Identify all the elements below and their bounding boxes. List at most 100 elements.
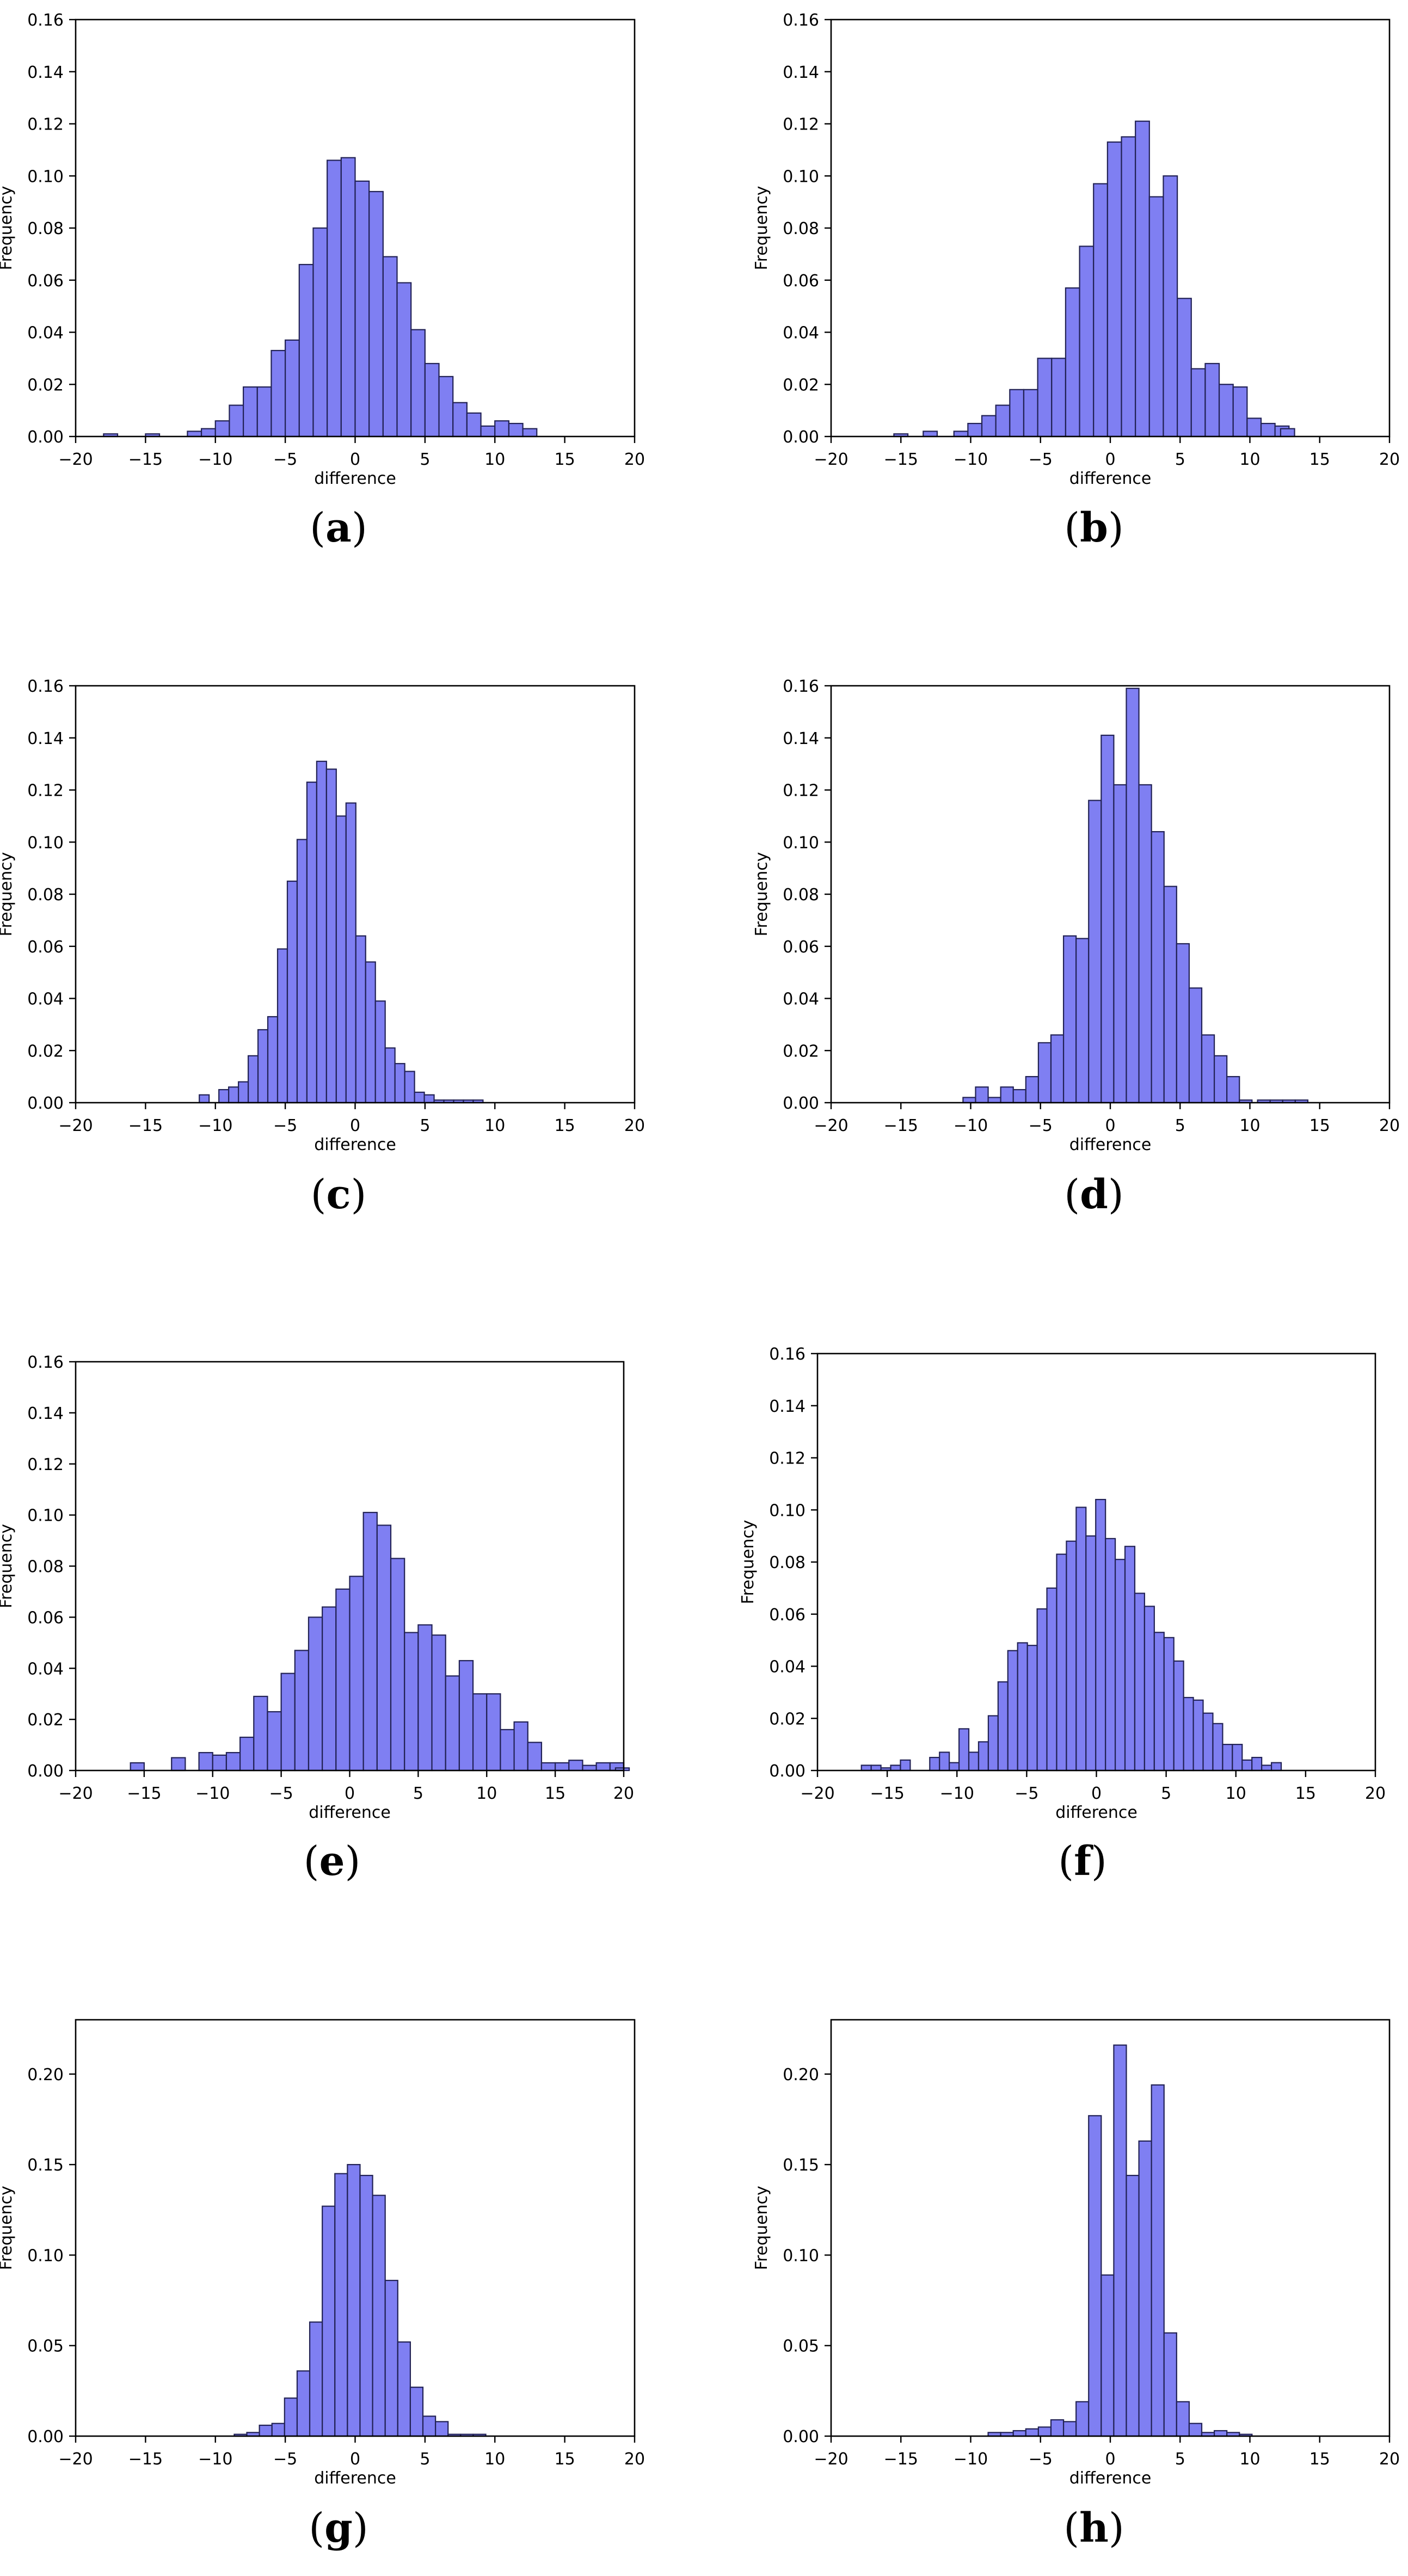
y-tick-label: 0.12 [769,1449,806,1468]
y-tick-label: 0.16 [769,1345,806,1364]
histogram-bar [1007,1650,1018,1772]
y-tick-label: 0.10 [27,1507,64,1526]
x-tick-label: 0 [350,450,360,469]
y-axis-label: Frequency [752,852,771,937]
x-tick-label: 5 [1175,1116,1185,1135]
histogram-bar [1075,2401,1090,2437]
y-tick-label: 0.12 [27,782,64,801]
y-tick-label: 0.10 [27,833,64,852]
x-tick-label: 10 [1239,1116,1260,1135]
panel-caption: (e) [304,1838,361,1885]
histogram-bar [325,769,337,1104]
x-tick-label: 5 [1175,2450,1185,2469]
y-tick-label: 0.14 [783,63,819,82]
x-tick-label: 5 [420,2450,430,2469]
x-tick-label: 5 [1161,1784,1171,1803]
y-tick-label: 0.12 [783,115,819,134]
histogram-bar [1143,1606,1155,1772]
histogram-bar [376,1524,392,1772]
histogram-bar [1251,1756,1263,1772]
y-axis-label: Frequency [0,186,16,270]
histogram-bar [1126,687,1140,1104]
histogram-bar [247,1055,259,1104]
y-tick-label: 0.04 [783,324,819,343]
histogram-bar [1163,2332,1177,2437]
chart-panel-g: −20 −15 −10 −5 0 5 10 15 20 0.00 0.05 0.10 0.15 0.20 d… [0,2019,645,2552]
histogram-bar [1138,2140,1152,2437]
x-tick-label: 10 [484,450,505,469]
x-axis-label: difference [314,469,396,488]
histogram-bar [458,1660,474,1772]
y-tick-label: 0.00 [769,1762,806,1781]
histogram-bar [276,948,288,1104]
histogram-bar [1151,2084,1165,2437]
histogram-bar [256,386,272,438]
chart-panel-d: −20 −15 −10 −5 0 5 10 15 20 0.00 0.02 0.04 0.06 0.08 0… [752,677,1400,1218]
x-tick-label: 10 [484,1116,505,1135]
y-tick-label: 0.05 [783,2337,819,2356]
histogram-bar [267,1711,282,1772]
histogram-bar [280,1673,296,1772]
x-tick-label: 15 [555,450,575,469]
x-tick-label: −20 [58,1784,93,1803]
histogram-bar [270,349,286,438]
histogram-bar [472,1693,488,1772]
y-tick-label: 0.04 [27,324,64,343]
y-tick-label: 0.04 [769,1658,806,1677]
y-tick-label: 0.08 [769,1553,806,1572]
histogram-bar [1222,1744,1233,1772]
x-tick-label: −20 [58,450,93,469]
x-tick-label: 5 [420,450,430,469]
histogram-bar [1026,1645,1038,1772]
x-tick-label: 20 [613,1784,634,1803]
y-tick-label: 0.16 [27,11,64,30]
histogram-bar [1023,389,1038,438]
histogram-bar [417,1624,433,1772]
histogram-bar [923,431,938,438]
y-tick-label: 0.08 [27,1558,64,1577]
histogram-bar [1138,784,1152,1104]
y-tick-label: 0.16 [783,11,819,30]
x-tick-label: 20 [1379,2450,1400,2469]
histogram-bar [1025,1076,1040,1104]
histogram-bar [1056,1553,1067,1772]
histogram-bar [1148,196,1164,438]
x-tick-label: −20 [814,450,848,469]
x-tick-label: −10 [940,1784,974,1803]
histogram-bar [1261,1765,1272,1772]
histogram-bar [513,1721,528,1772]
histogram-bar [1270,1762,1282,1772]
chart-panel-h: −20 −15 −10 −5 0 5 10 15 20 0.00 0.05 0.10 0.15 0.20 d… [752,2019,1400,2552]
histogram-bar [410,329,426,438]
histogram-bar [1212,1723,1223,1772]
y-tick-label: 0.10 [27,167,64,186]
histogram-bar [1050,2419,1065,2437]
histogram-bar [975,1086,989,1104]
histogram-bar [335,815,347,1104]
panel-caption: (h) [1063,2505,1124,2552]
y-tick-label: 0.20 [27,2065,64,2085]
histogram-bar [1213,2430,1228,2437]
y-axis-label: Frequency [0,852,16,937]
x-axis-label: difference [314,1135,396,1154]
histogram-bar [435,2421,449,2437]
x-tick-label: −10 [954,2450,988,2469]
y-tick-label: 0.08 [27,219,64,238]
histogram-bar [229,404,244,438]
histogram-bar [1202,1712,1214,1772]
histogram-bar [171,1757,186,1772]
histogram-bar [187,431,202,438]
histogram-bar [1176,2401,1190,2437]
y-tick-label: 0.00 [783,1094,819,1113]
histogram-bar [1135,120,1150,438]
y-tick-label: 0.06 [783,272,819,291]
x-tick-label: 0 [350,2450,360,2469]
histogram-bar [214,420,230,438]
histogram-bar [404,1071,415,1104]
histogram-bar [595,1762,611,1772]
histogram-bar [259,2424,273,2437]
x-tick-label: 15 [1309,2450,1330,2469]
panel-caption: (c) [311,1171,367,1218]
histogram-bar [359,2174,373,2437]
x-tick-label: −15 [128,2450,163,2469]
